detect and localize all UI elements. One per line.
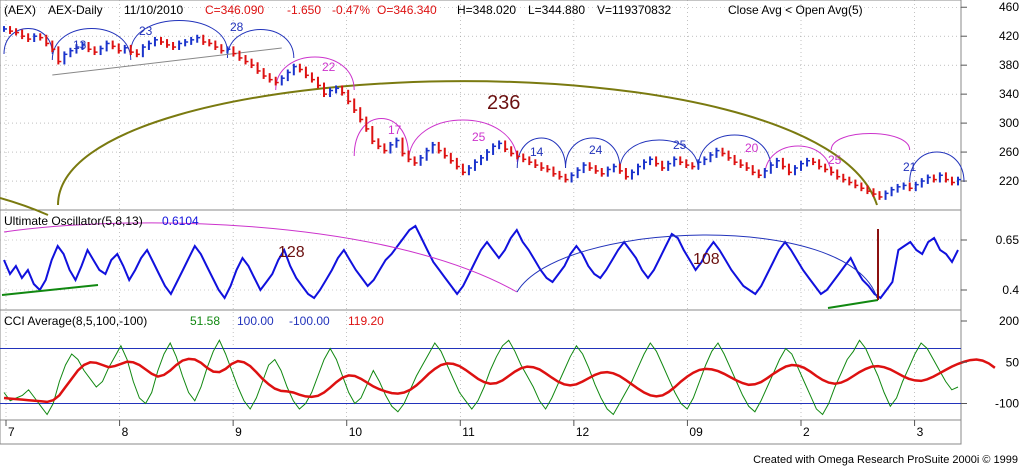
- uo-support-line: [1, 284, 99, 296]
- cci-tick-label: 50: [1006, 355, 1020, 369]
- x-tick-label: 9: [235, 425, 242, 439]
- cycle-label-17: 17: [388, 123, 402, 137]
- cci-readout-1: 51.58: [190, 314, 220, 328]
- cycle-label-24: 24: [589, 143, 603, 157]
- uo-tick-label: 0.4: [1002, 283, 1019, 297]
- price-tick-label: 220: [999, 174, 1019, 188]
- x-tick-label: 11: [462, 425, 475, 439]
- cycle-label-23: 23: [139, 24, 153, 38]
- cycle-arc-blue: [226, 29, 295, 59]
- cci-series: [0, 339, 996, 416]
- header-date: 11/10/2010: [124, 3, 183, 17]
- header-volume: V=119370832: [597, 3, 672, 17]
- cycle-label-28: 28: [230, 20, 244, 34]
- cci-title: CCI Average(8,5,100,-100): [4, 314, 147, 328]
- trend-line: [52, 47, 282, 76]
- cycle-arc-magenta: [764, 145, 832, 177]
- cycle-arc-blue: [909, 151, 965, 183]
- uo-title: Ultimate Oscillator(5,8,13): [4, 214, 143, 228]
- uo-series: [1, 222, 959, 309]
- header-low: L=344.880: [528, 3, 585, 17]
- x-tick-label: 2: [803, 425, 810, 439]
- header-condition: Close Avg < Open Avg(5): [728, 3, 863, 17]
- big-cycle-arc: [57, 80, 878, 206]
- cycle-arc-olive: [0, 80, 878, 216]
- x-tick-label: 8: [122, 425, 129, 439]
- cycle-label-13: 13: [73, 38, 87, 52]
- uo-panel: [0, 209, 962, 311]
- header-name: AEX-Daily: [48, 3, 103, 17]
- x-axis-strip: [0, 419, 962, 445]
- axis-labels: 7 8 9 10 11 12 09 2 32202603003403804204600.650.…: [5, 0, 1020, 439]
- price-tick-label: 420: [999, 29, 1019, 43]
- cycle-arc-magenta: [275, 56, 355, 91]
- header-change-pct: -0.47%: [332, 3, 370, 17]
- cci-average-line: [3, 357, 996, 404]
- cycle-label-21: 21: [903, 160, 917, 174]
- price-tick-label: 340: [999, 87, 1019, 101]
- uo-cycle-label-108: 108: [693, 251, 720, 268]
- x-tick-label: 3: [917, 425, 924, 439]
- cycle-label-25b: 25: [673, 138, 687, 152]
- header-change: -1.650: [287, 3, 321, 17]
- x-tick-label: 10: [349, 425, 363, 439]
- cycle-label-20: 20: [745, 141, 759, 155]
- uo-tick-label: 0.65: [996, 233, 1020, 247]
- header-high: H=348.020: [457, 3, 516, 17]
- cycle-label-25a: 25: [472, 130, 486, 144]
- uo-cycle-arc: [3, 222, 518, 293]
- big-cycle-arc-tail: [0, 197, 49, 216]
- uo-support-line: [827, 299, 879, 309]
- header-close: C=346.090: [205, 3, 264, 17]
- uo-cycle-arc: [516, 234, 878, 299]
- cycle-arc-magenta: [353, 118, 410, 157]
- cci-readout-2: 100.00: [237, 314, 274, 328]
- cycle-arc-blue: [697, 134, 772, 169]
- header-open: O=346.340: [377, 3, 437, 17]
- cci-tick-label: -100: [995, 397, 1019, 411]
- grid-lines: [0, 0, 961, 420]
- cci-line: [3, 339, 959, 416]
- header-symbol: (AEX): [4, 3, 36, 17]
- x-tick-label: 12: [576, 425, 590, 439]
- uo-last-value: 0.6104: [162, 214, 199, 228]
- uo-line: [3, 224, 959, 300]
- cci-readout-3: -100.00: [289, 314, 330, 328]
- cycle-arc-magenta: [408, 119, 518, 163]
- price-bars: [3, 26, 961, 200]
- price-tick-label: 260: [999, 145, 1019, 159]
- cycle-arc-blue: [619, 139, 699, 171]
- cycle-label-22: 22: [322, 60, 336, 74]
- cycle-arc-magenta: [830, 133, 911, 151]
- cycle-arcs: [3, 20, 965, 183]
- price-tick-label: 380: [999, 58, 1019, 72]
- cci-readout-4: 119.20: [348, 314, 384, 328]
- uo-cycle-label-128: 128: [278, 244, 305, 261]
- cycle-label-236: 236: [487, 92, 520, 114]
- footer-credit: Created with Omega Research ProSuite 200…: [753, 454, 1018, 466]
- price-tick-label: 460: [999, 0, 1019, 14]
- cycle-label-14: 14: [530, 145, 544, 159]
- cci-tick-label: 200: [999, 314, 1019, 328]
- price-tick-label: 300: [999, 116, 1019, 130]
- cycle-arc-blue: [130, 20, 228, 53]
- x-tick-label: 7: [8, 425, 15, 439]
- cycle-arc-blue: [565, 137, 621, 169]
- cycle-label-25c: 25: [828, 153, 842, 167]
- x-tick-label: 09: [689, 425, 703, 439]
- cycle-arc-blue: [3, 28, 53, 55]
